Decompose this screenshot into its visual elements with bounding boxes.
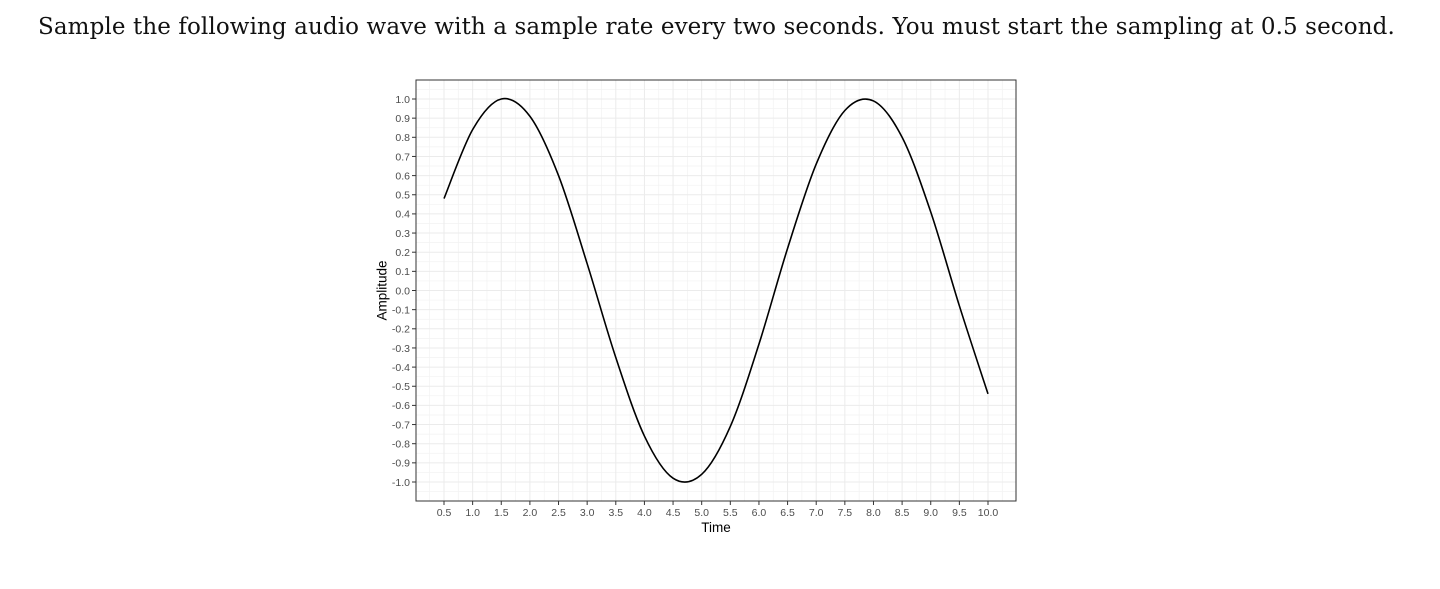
x-axis-title: Time: [701, 520, 731, 535]
y-tick-label: 0.9: [395, 113, 410, 125]
x-tick-label: 7.0: [809, 507, 824, 519]
y-axis-title: Amplitude: [375, 260, 390, 320]
question-text: Sample the following audio wave with a s…: [38, 14, 1395, 40]
x-tick-label: 7.5: [838, 507, 853, 519]
y-tick-label: 0.0: [395, 285, 410, 297]
grid-layer: [416, 80, 1016, 501]
x-tick-label: 1.5: [494, 507, 509, 519]
x-tick-label: 5.5: [723, 507, 738, 519]
y-tick-label: 0.4: [395, 209, 410, 221]
y-tick-label: -0.1: [392, 304, 410, 316]
x-tick-label: 2.5: [551, 507, 566, 519]
x-tick-label: 3.0: [580, 507, 595, 519]
x-tick-label: 8.0: [866, 507, 881, 519]
x-tick-label: 8.5: [895, 507, 910, 519]
y-tick-label: -0.5: [392, 381, 410, 393]
x-tick-label: 9.5: [952, 507, 967, 519]
x-tick-label: 4.0: [637, 507, 652, 519]
y-tick-label: -0.9: [392, 458, 410, 470]
y-tick-label: -0.7: [392, 419, 410, 431]
x-tick-label: 9.0: [923, 507, 938, 519]
y-tick-label: 0.5: [395, 190, 410, 202]
x-tick-label: 3.5: [608, 507, 623, 519]
x-tick-label: 1.0: [465, 507, 480, 519]
y-tick-label: 0.7: [395, 151, 410, 163]
y-tick-label: 0.6: [395, 170, 410, 182]
y-tick-label: -1.0: [392, 477, 410, 489]
y-tick-label: -0.4: [392, 362, 410, 374]
y-tick-label: 0.1: [395, 266, 410, 278]
y-tick-label: -0.6: [392, 400, 410, 412]
x-tick-label: 2.0: [523, 507, 538, 519]
x-tick-label: 6.0: [752, 507, 767, 519]
y-tick-label: 0.8: [395, 132, 410, 144]
y-tick-label: -0.8: [392, 439, 410, 451]
x-tick-label: 6.5: [780, 507, 795, 519]
series-line: [443, 97, 989, 483]
x-tick-label: 4.5: [666, 507, 681, 519]
x-tick-label: 10.0: [978, 507, 999, 519]
y-tick-label: 0.3: [395, 228, 410, 240]
y-tick-label: -0.3: [392, 343, 410, 355]
y-tick-label: -0.2: [392, 324, 410, 336]
x-tick-label: 0.5: [437, 507, 452, 519]
y-tick-label: 0.2: [395, 247, 410, 259]
x-tick-label: 5.0: [694, 507, 709, 519]
axis-layer: 0.5 1.0 1.5 2.0 2.5 3.0 3.5 4.0 4.5 5.0 5.5 6.0 6.5 7…: [392, 94, 998, 519]
y-tick-label: 1.0: [395, 94, 410, 106]
